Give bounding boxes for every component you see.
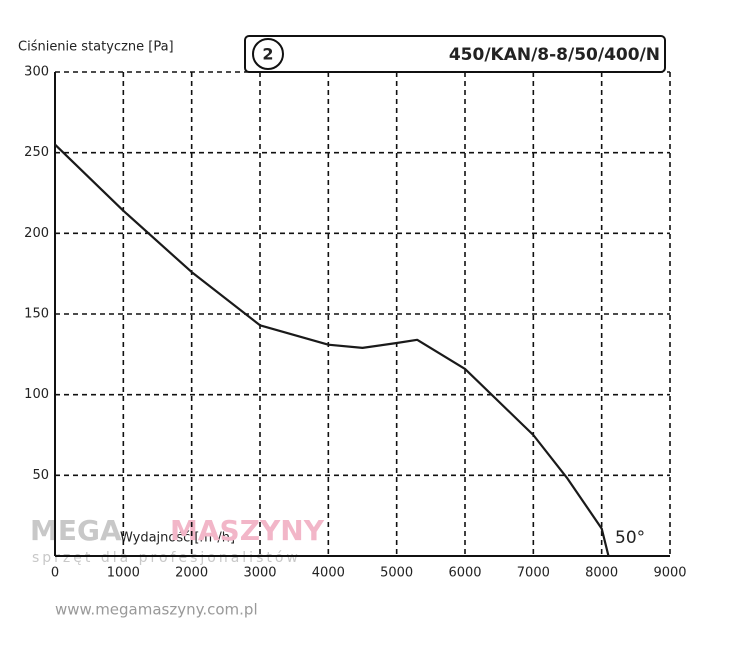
x-axis-label: Wydajność [m³/h] [120, 531, 235, 546]
x-tick-label: 7000 [517, 566, 550, 581]
annotation: 50° [615, 528, 645, 548]
y-tick-label: 150 [24, 307, 49, 322]
y-tick-label: 300 [24, 65, 49, 80]
x-tick-label: 2000 [175, 566, 208, 581]
x-tick-label: 9000 [653, 566, 686, 581]
y-tick-label: 200 [24, 226, 49, 241]
watermark-url: www.megamaszyny.com.pl [55, 601, 258, 619]
x-tick-label: 8000 [585, 566, 618, 581]
chart-title: 450/KAN/8-8/50/400/N [449, 45, 660, 65]
y-axis-label: Ciśnienie statyczne [Pa] [18, 40, 174, 55]
curve-badge [252, 38, 284, 70]
watermark-brand: MEGA [30, 514, 122, 547]
line [54, 143, 610, 557]
curve-number: 2 [262, 45, 273, 64]
x-tick-label: 0 [51, 566, 59, 581]
y-tick-label: 250 [24, 145, 49, 160]
x-tick-label: 1000 [107, 566, 140, 581]
x-tick-label: 6000 [448, 566, 481, 581]
x-tick-label: 4000 [312, 566, 345, 581]
watermark-brand: MASZYNY [170, 514, 325, 547]
watermark-tagline: sprzęt dla profesjonalistów [32, 550, 301, 566]
x-tick-label: 5000 [380, 566, 413, 581]
y-tick-label: 100 [24, 387, 49, 402]
y-tick-label: 50 [32, 468, 49, 483]
x-tick-label: 3000 [243, 566, 276, 581]
